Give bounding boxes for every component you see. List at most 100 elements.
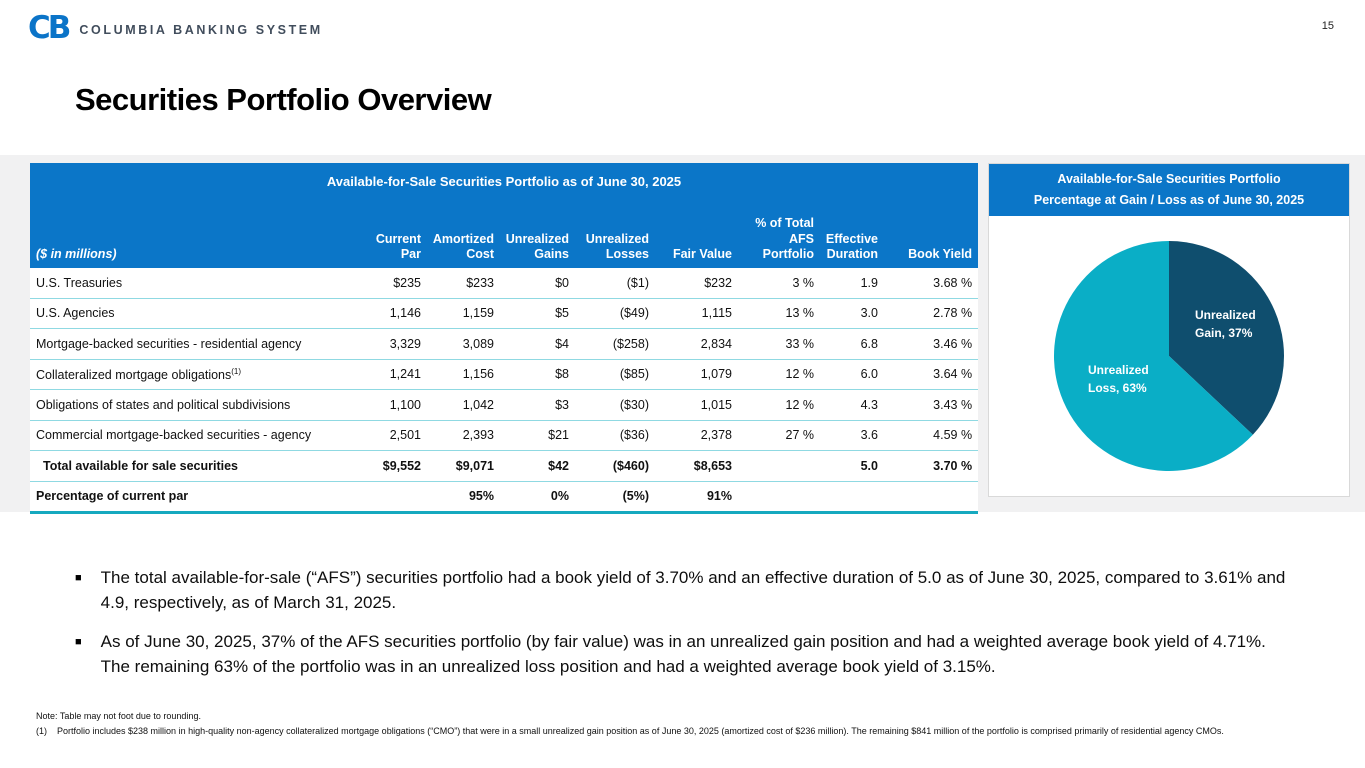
cell-value: 3.70 % [884, 450, 979, 482]
pie-chart-title: Available-for-Sale Securities Portfolio … [989, 164, 1349, 216]
cell-value: 4.59 % [884, 420, 979, 451]
bullet-item: ■ The total available-for-sale (“AFS”) s… [75, 566, 1291, 615]
cell-value: 1,115 [655, 298, 738, 329]
cell-value: $42 [500, 450, 575, 482]
cell-value: 13 % [738, 298, 820, 329]
pie-title-line1: Available-for-Sale Securities Portfolio [1057, 172, 1281, 186]
row-label: U.S. Agencies [30, 298, 345, 329]
cell-value: 1,146 [345, 298, 427, 329]
col-header-pct-of-total: % of Total AFS Portfolio [738, 204, 820, 268]
footnotes: Note: Table may not foot due to rounding… [36, 710, 1336, 739]
pie-slice-unrealized-loss [1054, 241, 1253, 471]
logo-monogram-icon: CB [28, 10, 71, 46]
cell-value: (5%) [575, 481, 655, 514]
cell-value: 0% [500, 481, 575, 514]
pie-label-unrealized-loss: Unrealized Loss, 63% [1088, 363, 1149, 395]
cell-value: $233 [427, 268, 500, 299]
cell-value: 2,834 [655, 328, 738, 360]
cell-value: 3,089 [427, 328, 500, 360]
table-row: Total available for sale securities $9,55… [30, 450, 979, 482]
row-label: Commercial mortgage-backed securities - … [30, 420, 345, 451]
cell-value: 2.78 % [884, 298, 979, 329]
cell-value: 1,100 [345, 389, 427, 421]
bullet-square-icon: ■ [75, 572, 82, 584]
cell-value: 12 % [738, 389, 820, 421]
col-header-fair-value: Fair Value [655, 204, 738, 268]
footnote-note: Note: Table may not foot due to rounding… [36, 711, 201, 721]
pie-label-unrealized-gain: Unrealized Gain, 37% [1195, 308, 1256, 340]
cell-value: 4.3 [820, 389, 884, 421]
cell-value: 3.68 % [884, 268, 979, 299]
footnote-item: (1) Portfolio includes $238 million in h… [36, 725, 1336, 739]
pie-title-line2: Percentage at Gain / Loss as of June 30,… [1033, 193, 1305, 207]
cell-value: 12 % [738, 359, 820, 390]
table-row: Obligations of states and political subd… [30, 389, 979, 421]
cell-value: ($36) [575, 420, 655, 451]
cell-value [738, 450, 820, 482]
bullet-text: As of June 30, 2025, 37% of the AFS secu… [100, 632, 1266, 676]
cell-value: 33 % [738, 328, 820, 360]
table-header-row: ($ in millions) Current Par Amortized Co… [30, 204, 979, 268]
row-label: Collateralized mortgage obligations(1) [30, 359, 345, 390]
table-row: Commercial mortgage-backed securities - … [30, 420, 979, 451]
footnote-text: Portfolio includes $238 million in high-… [57, 725, 1224, 736]
slide-title: Securities Portfolio Overview [75, 82, 492, 117]
cell-value: 2,378 [655, 420, 738, 451]
table-title-row: Available-for-Sale Securities Portfolio … [30, 163, 979, 204]
cell-value: 3.0 [820, 298, 884, 329]
cell-value: ($258) [575, 328, 655, 360]
cell-value: $9,071 [427, 450, 500, 482]
pie-chart-panel: Available-for-Sale Securities Portfolio … [988, 163, 1350, 497]
cell-value: $0 [500, 268, 575, 299]
cell-value: 1,241 [345, 359, 427, 390]
col-header-current-par: Current Par [345, 204, 427, 268]
cell-value: 3.6 [820, 420, 884, 451]
cell-value: 1,159 [427, 298, 500, 329]
cell-value: 2,393 [427, 420, 500, 451]
cell-value: 1,042 [427, 389, 500, 421]
table-row: Mortgage-backed securities - residential… [30, 328, 979, 360]
cell-value: 3,329 [345, 328, 427, 360]
cell-value: 95% [427, 481, 500, 514]
pie-chart [1054, 241, 1284, 471]
securities-table-panel: Available-for-Sale Securities Portfolio … [30, 163, 979, 514]
col-header-amortized-cost: Amortized Cost [427, 204, 500, 268]
bullet-item: ■ As of June 30, 2025, 37% of the AFS se… [75, 630, 1291, 679]
table-row: U.S. Treasuries $235 $233 $0 ($1) $232 3 % 1.9 3… [30, 268, 979, 299]
cell-value: 5.0 [820, 450, 884, 482]
table-title: Available-for-Sale Securities Portfolio … [30, 163, 979, 204]
logo: CB COLUMBIA BANKING SYSTEM [28, 10, 323, 46]
col-header-unrealized-gains: Unrealized Gains [500, 204, 575, 268]
cell-value: $21 [500, 420, 575, 451]
cell-value: 6.8 [820, 328, 884, 360]
cell-value: $3 [500, 389, 575, 421]
cell-value: 1,079 [655, 359, 738, 390]
securities-table: Available-for-Sale Securities Portfolio … [30, 163, 979, 514]
col-header-unrealized-losses: Unrealized Losses [575, 204, 655, 268]
table-row: Percentage of current par 95% 0% (5%) 91% [30, 481, 979, 514]
bullet-square-icon: ■ [75, 636, 82, 649]
cell-value: ($49) [575, 298, 655, 329]
cell-value: $9,552 [345, 450, 427, 482]
cell-value: 3 % [738, 268, 820, 299]
cell-value [820, 481, 884, 514]
cell-value: ($30) [575, 389, 655, 421]
table-row: Collateralized mortgage obligations(1) 1,… [30, 359, 979, 390]
col-header-effective-duration: Effective Duration [820, 204, 884, 268]
row-label: U.S. Treasuries [30, 268, 345, 299]
row-label: Total available for sale securities [30, 450, 345, 482]
cell-value: 2,501 [345, 420, 427, 451]
cell-value: 1,015 [655, 389, 738, 421]
cell-value: 3.64 % [884, 359, 979, 390]
cell-value: $4 [500, 328, 575, 360]
cell-value: 27 % [738, 420, 820, 451]
cell-value: 1.9 [820, 268, 884, 299]
table-row: U.S. Agencies 1,146 1,159 $5 ($49) 1,115 13 % 3… [30, 298, 979, 329]
bullet-list: ■ The total available-for-sale (“AFS”) s… [75, 566, 1291, 680]
col-header-units: ($ in millions) [30, 204, 345, 268]
cell-value: ($1) [575, 268, 655, 299]
cell-value [738, 481, 820, 514]
page-number: 15 [1321, 20, 1334, 32]
cell-value [884, 481, 979, 514]
row-label: Obligations of states and political subd… [30, 389, 345, 421]
